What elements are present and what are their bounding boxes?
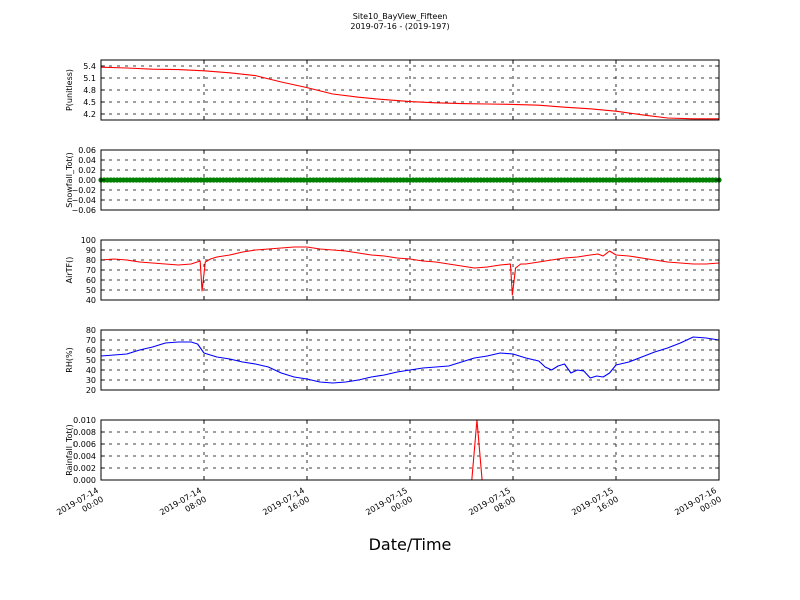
x-tick-label: 2019-07-1516:00: [570, 486, 620, 526]
y-tick-label: 100: [81, 236, 96, 245]
series-markers: [98, 177, 722, 183]
y-tick-label: −0.06: [71, 206, 96, 215]
series-line: [100, 66, 719, 120]
y-tick-label: 70: [86, 266, 96, 275]
y-tick-label: 90: [86, 246, 96, 255]
y-tick-label: 50: [86, 356, 96, 365]
y-tick-label: 50: [86, 286, 96, 295]
series-line: [100, 246, 720, 296]
y-tick-label: 0.004: [73, 452, 96, 461]
x-tick-labels: 2019-07-1400:00 2019-07-1408:00 2019-07-14…: [55, 486, 723, 526]
panels: 5.45.14.84.54.2P(unitless)0.060.040.020.…: [65, 59, 722, 485]
y-tick-label: 5.4: [83, 62, 96, 71]
y-tick-label: 0.02: [78, 166, 96, 175]
y-tick-label: −0.02: [71, 186, 96, 195]
y-tick-label: 4.8: [83, 86, 96, 95]
x-tick-label: 2019-07-1600:00: [673, 486, 723, 526]
y-tick-label: 4.5: [83, 98, 96, 107]
y-tick-label: 0.006: [73, 440, 96, 449]
chart-title: Site10_BayView_Fifteen: [353, 12, 448, 21]
y-tick-label: 0.008: [73, 428, 96, 437]
panel-1: 5.4 5.1 4.8 4.5 4.2 P(unitless): [65, 59, 720, 121]
y-tick-label: 80: [86, 256, 96, 265]
y-tick-label: 4.2: [83, 110, 96, 119]
y-tick-label: 0.00: [78, 176, 96, 185]
y-tick-label: 60: [86, 276, 96, 285]
y-tick-label: 70: [86, 336, 96, 345]
y-tick-label: 0.06: [78, 146, 96, 155]
y-tick-label: 0.010: [73, 416, 96, 425]
y-tick-label: 0.000: [73, 476, 96, 485]
x-tick-label: 2019-07-1400:00: [55, 486, 105, 526]
panel-2: 0.060.040.020.00−0.02−0.04−0.06Snowfall_…: [65, 146, 722, 215]
y-axis-label: P(unitless): [65, 69, 74, 111]
panel-5: 0.010 0.008 0.006 0.004 0.002 0.000Rainfall_T…: [65, 416, 720, 485]
x-tick-label: 2019-07-1416:00: [261, 486, 311, 526]
y-tick-label: 20: [86, 386, 96, 395]
y-tick-label: 80: [86, 326, 96, 335]
y-tick-label: 40: [86, 366, 96, 375]
y-tick-label: 0.002: [73, 464, 96, 473]
x-tick-label: 2019-07-1408:00: [158, 486, 208, 526]
y-tick-label: −0.04: [71, 196, 96, 205]
y-tick-label: 40: [86, 296, 96, 305]
chart-subtitle: 2019-07-16 - (2019-197): [350, 22, 449, 31]
x-tick-label: 2019-07-1500:00: [364, 486, 414, 526]
y-tick-label: 60: [86, 346, 96, 355]
y-axis-label: RH(%): [65, 347, 74, 372]
x-tick-label: 2019-07-1508:00: [467, 486, 517, 526]
y-tick-label: 30: [86, 376, 96, 385]
y-axis-label: Rainfall_Tot(): [65, 424, 74, 476]
x-axis-label: Date/Time: [369, 535, 452, 554]
y-axis-label: AirTF(): [65, 257, 74, 284]
series-line: [100, 336, 720, 384]
y-tick-label: 0.04: [78, 156, 96, 165]
y-tick-label: 5.1: [83, 74, 96, 83]
y-axis-label: Snowfall_Tot(): [65, 152, 74, 208]
